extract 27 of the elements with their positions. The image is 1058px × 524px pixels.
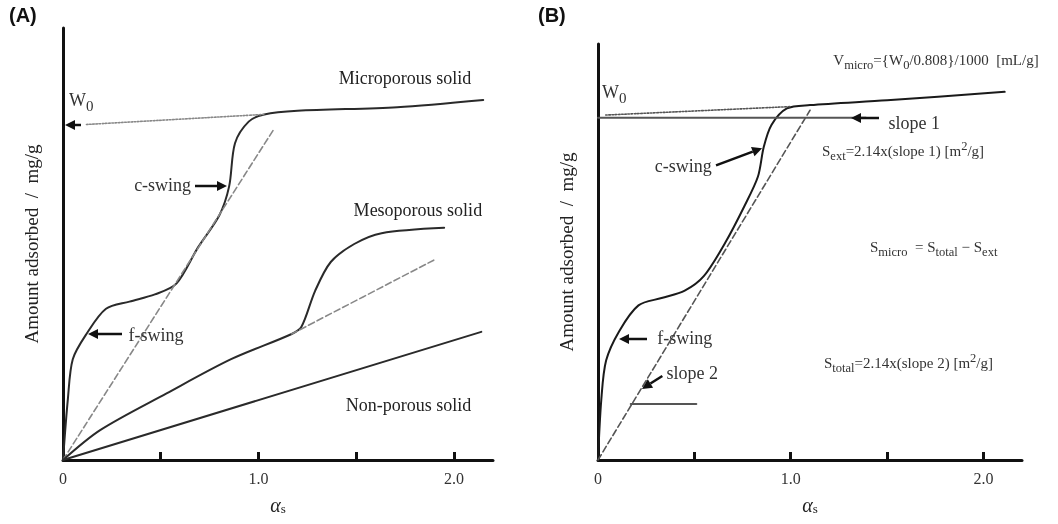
x-tick-label: 2.0 — [973, 469, 994, 487]
annotation: f-swing — [128, 325, 184, 346]
x-tick-label: 0 — [59, 469, 67, 487]
chart-title: (B) — [538, 4, 566, 26]
annotation: slope 2 — [666, 363, 718, 384]
annotation: S$_{micro}$ = S$_{total}$ − S$_{ext}$ — [870, 238, 998, 260]
y-axis-title: Amount adsorbed / mg/g — [21, 144, 42, 344]
y-axis-title: Amount adsorbed / mg/g — [556, 152, 577, 352]
x-axis-title: αs — [270, 493, 286, 516]
annotation: slope 1 — [888, 112, 941, 134]
series-label: Mesoporous solid — [353, 199, 483, 220]
annotation: c-swing — [134, 175, 192, 197]
chart-title: (A) — [9, 4, 37, 26]
x-tick-label: 0 — [594, 469, 602, 487]
annotation: W$_{0}$ — [602, 82, 627, 107]
text: V$_{micro}$={W$_{0}$/0.808}/1000 [mL/g] — [833, 51, 1039, 73]
annotation: c-swing — [654, 156, 712, 177]
annotation: f-swing — [657, 327, 713, 349]
x-tick-label: 1.0 — [780, 469, 801, 487]
annotation: S$_{ext}$=2.14x(slope 1) [m$^{2}$/g] — [822, 139, 985, 164]
series-label: Non-porous solid — [345, 394, 472, 415]
x-axis-title: αs — [802, 493, 818, 516]
x-tick-label: 1.0 — [248, 469, 269, 487]
x-tick-label: 2.0 — [443, 469, 464, 487]
annotation: W$_{0}$ — [69, 90, 94, 115]
series-label: Microporous solid — [338, 68, 472, 88]
annotation: S$_{total}$=2.14x(slope 2) [m$^{2}$/g] — [824, 351, 994, 376]
